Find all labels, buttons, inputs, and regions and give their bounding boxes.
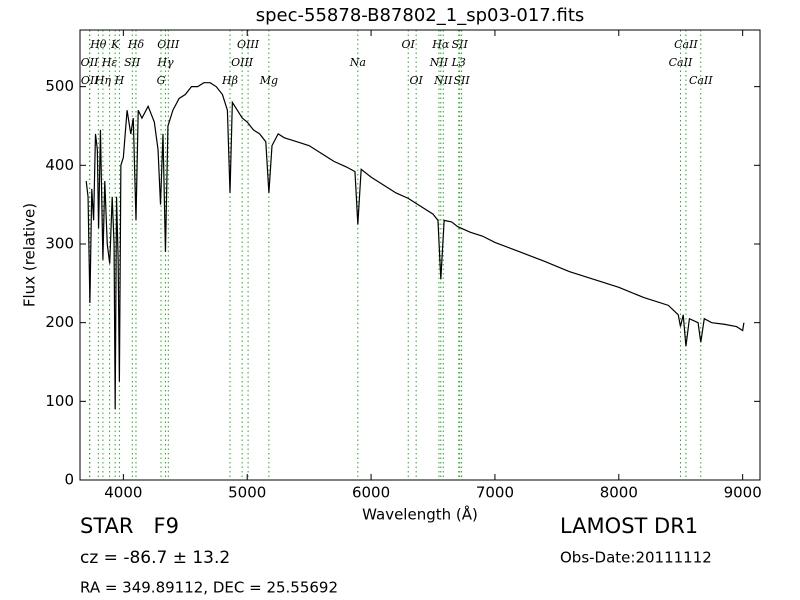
cz: cz = -86.7 ± 13.2	[80, 548, 230, 568]
spectral-line-label: OI	[402, 38, 416, 51]
y-axis-label: Flux (relative)	[21, 203, 39, 307]
x-tick-label: 6000	[352, 484, 390, 502]
spectral-line-label: Hε	[101, 56, 118, 69]
spectral-line-label: NII	[429, 56, 449, 69]
x-tick-label: 7000	[476, 484, 514, 502]
spectral-line-label: OIII	[237, 38, 260, 51]
y-tick-label: 0	[64, 471, 74, 489]
spectral-line-label: L3	[451, 56, 466, 69]
spectral-line-label: CaII	[689, 74, 713, 87]
y-tick-label: 200	[45, 313, 74, 331]
x-tick-label: 5000	[228, 484, 266, 502]
spectral-line-label: Hδ	[127, 38, 145, 51]
spectral-line-label: OIII	[231, 56, 254, 69]
x-axis-label: Wavelength (Å)	[362, 505, 478, 524]
spectral-line-label: CaII	[674, 38, 698, 51]
spectral-line-label: CaII	[669, 56, 693, 69]
survey: LAMOST DR1	[560, 514, 698, 538]
spectral-line-label: OII	[81, 74, 99, 87]
spectral-line-label: SII	[454, 74, 471, 87]
obs-date: Obs-Date:20111112	[560, 549, 712, 567]
y-tick-label: 300	[45, 234, 74, 252]
spectral-line-label: Hθ	[89, 38, 107, 51]
spectrum-line	[85, 82, 745, 410]
spectral-line-label: Hη	[94, 74, 112, 87]
spectral-line-label: OI	[409, 74, 423, 87]
y-tick-label: 100	[45, 392, 74, 410]
spectral-line-label: NII	[433, 74, 453, 87]
chart-title: spec-55878-B87802_1_sp03-017.fits	[256, 5, 585, 26]
spectral-line-label: Mg	[259, 74, 278, 87]
spectral-line-label: G	[157, 74, 166, 87]
spectral-line-label: Hγ	[156, 56, 174, 69]
spectral-line-label: Na	[349, 56, 366, 69]
x-tick-label: 9000	[724, 484, 762, 502]
spectral-line-label: SII	[452, 38, 469, 51]
spectral-line-label: SII	[124, 56, 141, 69]
plot-frame	[79, 29, 761, 481]
spectral-line-label: Hβ	[221, 74, 238, 87]
spectral-line-label: OIII	[157, 38, 180, 51]
spectral-line-label: H	[114, 74, 125, 87]
coordinates: RA = 349.89112, DEC = 25.55692	[80, 579, 338, 597]
spectral-line-label: K	[110, 38, 120, 51]
x-tick-label: 8000	[600, 484, 638, 502]
x-tick-label: 4000	[104, 484, 142, 502]
y-tick-label: 500	[45, 77, 74, 95]
spectral-line-label: Hα	[431, 38, 450, 51]
star-class: STAR F9	[80, 514, 179, 538]
y-tick-label: 400	[45, 156, 74, 174]
